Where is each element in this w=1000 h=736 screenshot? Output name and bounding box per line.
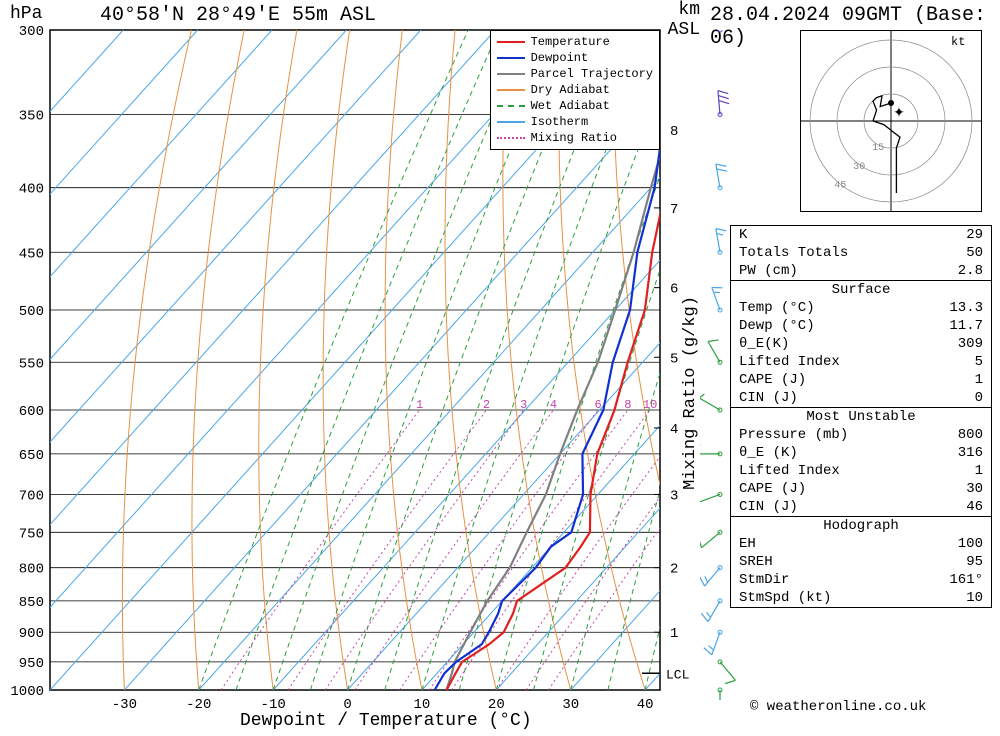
y-left-label: hPa	[10, 4, 42, 24]
svg-text:✦: ✦	[893, 106, 905, 122]
indices-table: K29Totals Totals50PW (cm)2.8SurfaceTemp …	[730, 225, 992, 608]
svg-text:30: 30	[562, 697, 579, 713]
svg-text:15: 15	[872, 143, 884, 154]
svg-text:600: 600	[19, 404, 44, 420]
indices-row: CAPE (J)1	[731, 371, 991, 389]
indices-row: SREH95	[731, 553, 991, 571]
x-axis-label: Dewpoint / Temperature (°C)	[240, 711, 532, 731]
legend-item: Mixing Ratio	[497, 130, 653, 146]
legend-item: Temperature	[497, 34, 653, 50]
svg-text:6: 6	[594, 398, 601, 412]
indices-row: StmDir161°	[731, 571, 991, 589]
indices-section-title: Surface	[731, 280, 991, 299]
svg-text:700: 700	[19, 488, 44, 504]
svg-text:kt: kt	[951, 35, 965, 49]
svg-text:10: 10	[643, 398, 657, 412]
side-panel: 28.04.2024 09GMT (Base: 06) 153045kt✦ K2…	[700, 0, 1000, 733]
svg-text:350: 350	[19, 109, 44, 125]
svg-text:-30: -30	[112, 697, 137, 713]
svg-text:7: 7	[670, 202, 678, 218]
svg-text:40: 40	[637, 697, 654, 713]
hodograph: 15 30 45 kt ✦	[800, 30, 982, 212]
indices-row: K29	[731, 226, 991, 244]
location-title: 40°58'N 28°49'E 55m ASL	[100, 4, 376, 27]
svg-text:1: 1	[416, 398, 423, 412]
indices-section-title: Most Unstable	[731, 407, 991, 426]
legend-item: Parcel Trajectory	[497, 66, 653, 82]
svg-text:550: 550	[19, 356, 44, 372]
svg-text:8: 8	[670, 124, 678, 140]
chart-panel: 40°58'N 28°49'E 55m ASL hPa km ASL 1 2 3 4 6…	[0, 0, 700, 733]
svg-text:4: 4	[670, 422, 678, 438]
indices-row: θ_E(K)309	[731, 335, 991, 353]
svg-text:950: 950	[19, 656, 44, 672]
svg-text:4: 4	[550, 398, 557, 412]
svg-text:30: 30	[853, 162, 865, 173]
legend-item: Dry Adiabat	[497, 82, 653, 98]
indices-row: CAPE (J)30	[731, 480, 991, 498]
svg-text:LCL: LCL	[666, 667, 689, 682]
svg-text:800: 800	[19, 562, 44, 578]
indices-row: StmSpd (kt)10	[731, 589, 991, 607]
svg-text:8: 8	[624, 398, 631, 412]
svg-text:650: 650	[19, 448, 44, 464]
indices-section-title: Hodograph	[731, 516, 991, 535]
indices-row: CIN (J)46	[731, 498, 991, 516]
indices-row: Lifted Index5	[731, 353, 991, 371]
svg-text:300: 300	[19, 24, 44, 40]
legend-item: Isotherm	[497, 114, 653, 130]
svg-text:-20: -20	[186, 697, 211, 713]
svg-text:450: 450	[19, 246, 44, 262]
indices-row: Temp (°C)13.3	[731, 299, 991, 317]
indices-row: θ_E (K)316	[731, 444, 991, 462]
svg-text:3: 3	[670, 488, 678, 504]
y-right-label: km ASL	[668, 0, 700, 40]
svg-text:750: 750	[19, 526, 44, 542]
svg-text:400: 400	[19, 182, 44, 198]
svg-text:500: 500	[19, 304, 44, 320]
svg-text:5: 5	[670, 351, 678, 367]
svg-text:2: 2	[483, 398, 490, 412]
svg-text:3: 3	[520, 398, 527, 412]
svg-text:Mixing Ratio (g/kg): Mixing Ratio (g/kg)	[681, 296, 700, 490]
copyright: © weatheronline.co.uk	[750, 699, 926, 715]
svg-text:45: 45	[834, 181, 846, 192]
legend-item: Dewpoint	[497, 50, 653, 66]
indices-row: Pressure (mb)800	[731, 426, 991, 444]
indices-row: CIN (J)0	[731, 389, 991, 407]
indices-row: Totals Totals50	[731, 244, 991, 262]
svg-text:2: 2	[670, 562, 678, 578]
indices-row: PW (cm)2.8	[731, 262, 991, 280]
indices-row: EH100	[731, 535, 991, 553]
legend: TemperatureDewpointParcel TrajectoryDry …	[490, 30, 660, 150]
svg-text:6: 6	[670, 282, 678, 298]
svg-text:850: 850	[19, 595, 44, 611]
root: 40°58'N 28°49'E 55m ASL hPa km ASL 1 2 3 4 6…	[0, 0, 1000, 733]
svg-text:1000: 1000	[10, 684, 44, 700]
legend-item: Wet Adiabat	[497, 98, 653, 114]
indices-row: Lifted Index1	[731, 462, 991, 480]
svg-text:900: 900	[19, 626, 44, 642]
indices-row: Dewp (°C)11.7	[731, 317, 991, 335]
svg-text:1: 1	[670, 626, 678, 642]
